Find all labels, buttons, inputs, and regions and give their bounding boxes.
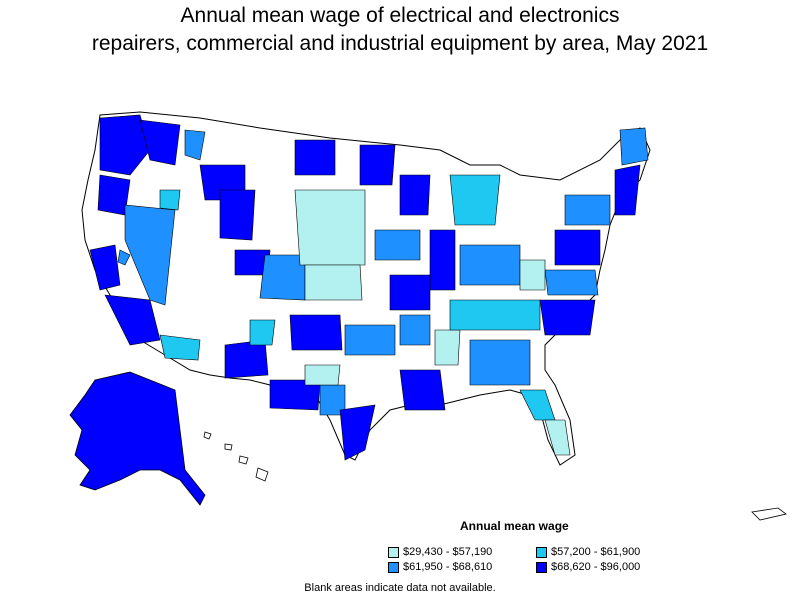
legend-item-1: $29,430 - $57,190 [388, 546, 492, 558]
region-pnw-2 [139, 119, 181, 166]
puerto-rico [751, 507, 787, 521]
wage-regions [89, 114, 649, 461]
region-va [544, 269, 599, 296]
region-mi [449, 174, 501, 226]
region-pnw-4 [184, 129, 206, 161]
region-az [159, 334, 201, 361]
region-pnw-1 [99, 114, 151, 176]
region-fl-2 [544, 419, 571, 456]
region-wi [399, 174, 431, 216]
region-la [399, 369, 446, 411]
region-ok [289, 314, 343, 351]
region-ia [374, 229, 421, 261]
region-md-pa [554, 229, 601, 266]
region-ne [614, 164, 641, 216]
region-in-oh [459, 244, 521, 286]
region-ca-3 [117, 249, 131, 266]
legend-swatch-1 [388, 546, 399, 558]
region-nd [294, 139, 336, 176]
alaska [69, 371, 206, 506]
region-sd-ne [294, 189, 366, 266]
legend-swatch-3 [388, 561, 399, 573]
legend-label-3: $61,950 - $68,610 [403, 561, 493, 573]
region-ny [564, 194, 611, 226]
region-nd-2 [359, 144, 396, 186]
region-ca-1 [89, 244, 121, 291]
region-me [619, 127, 649, 166]
region-sc-nc [539, 299, 596, 336]
region-ok-2 [344, 324, 396, 356]
region-mo [389, 274, 431, 311]
region-tx-1 [269, 379, 321, 411]
region-ky-tn [449, 299, 541, 331]
map-title: Annual mean wage of electrical and elect… [0, 2, 800, 58]
region-ks [304, 264, 363, 301]
region-tx-4 [304, 364, 341, 386]
legend-item-2: $57,200 - $61,900 [536, 546, 640, 558]
region-nm [224, 339, 269, 379]
region-co-2 [259, 254, 306, 301]
region-nm-2 [249, 319, 276, 346]
footnote: Blank areas indicate data not available. [304, 582, 496, 594]
title-line-2: repairers, commercial and industrial equ… [91, 32, 709, 55]
region-al-ga [469, 339, 531, 386]
region-ar [399, 314, 431, 346]
legend-swatch-4 [536, 561, 547, 573]
region-wv [519, 259, 546, 291]
legend-title: Annual mean wage [460, 519, 569, 533]
region-il [429, 229, 456, 291]
legend-item-4: $68,620 - $96,000 [536, 561, 640, 573]
legend-item-3: $61,950 - $68,610 [388, 561, 492, 573]
title-line-1: Annual mean wage of electrical and elect… [180, 4, 620, 27]
legend-label-2: $57,200 - $61,900 [551, 546, 641, 558]
hawaii [203, 431, 269, 482]
region-nv [124, 204, 176, 306]
legend-label-1: $29,430 - $57,190 [403, 546, 493, 558]
region-ms [434, 329, 461, 366]
region-wy [219, 189, 256, 241]
region-ut-1 [159, 189, 181, 211]
legend-swatch-2 [536, 546, 547, 558]
region-ca-2 [104, 294, 161, 346]
region-tx-3 [339, 404, 376, 461]
legend-label-4: $68,620 - $96,000 [551, 561, 641, 573]
